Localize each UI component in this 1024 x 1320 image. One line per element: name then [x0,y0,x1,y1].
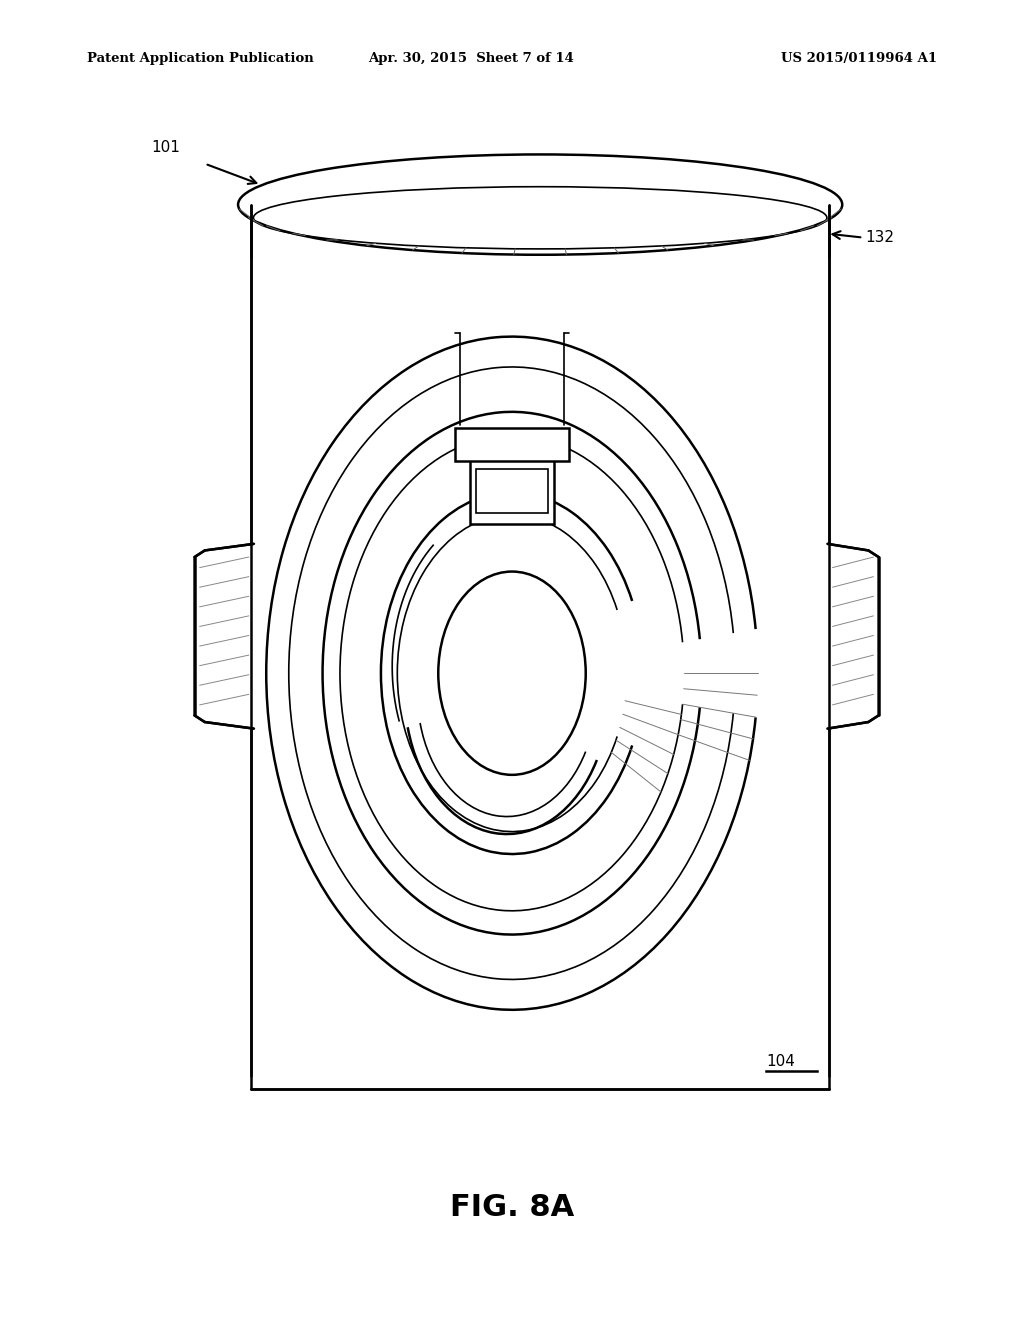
Text: FIG. 8A: FIG. 8A [450,1193,574,1222]
FancyBboxPatch shape [476,469,548,513]
Text: 104: 104 [766,1053,795,1069]
Ellipse shape [256,323,768,1023]
Text: 108: 108 [548,536,577,552]
Ellipse shape [238,154,842,255]
Text: 114: 114 [467,227,496,243]
Polygon shape [195,544,254,729]
Polygon shape [827,544,879,729]
FancyBboxPatch shape [455,428,569,461]
Text: US 2015/0119964 A1: US 2015/0119964 A1 [781,51,937,65]
Text: 110: 110 [486,517,515,533]
Text: 106: 106 [317,562,346,578]
Text: Apr. 30, 2015  Sheet 7 of 14: Apr. 30, 2015 Sheet 7 of 14 [368,51,574,65]
Text: 102: 102 [571,447,600,463]
FancyBboxPatch shape [470,458,554,524]
Text: 132: 132 [865,230,894,246]
Text: Patent Application Publication: Patent Application Publication [87,51,313,65]
Text: 101: 101 [152,140,180,156]
Polygon shape [251,205,829,1089]
Ellipse shape [438,572,586,775]
